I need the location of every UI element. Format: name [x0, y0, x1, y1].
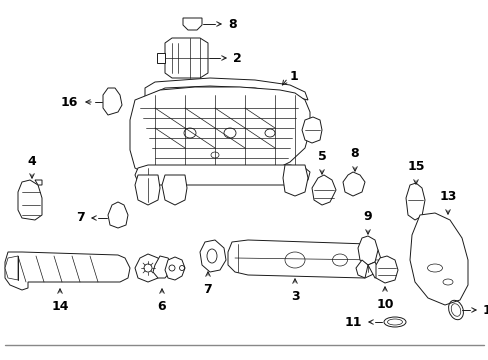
Polygon shape: [164, 38, 207, 78]
Polygon shape: [200, 240, 225, 272]
Text: 7: 7: [203, 283, 212, 296]
Polygon shape: [108, 202, 128, 228]
Polygon shape: [135, 175, 160, 205]
Polygon shape: [145, 78, 307, 102]
Polygon shape: [157, 53, 164, 63]
Text: 2: 2: [232, 51, 241, 64]
Text: 3: 3: [290, 290, 299, 303]
Polygon shape: [5, 256, 18, 280]
Text: 15: 15: [407, 160, 424, 173]
Polygon shape: [367, 262, 381, 278]
Polygon shape: [164, 257, 184, 280]
Polygon shape: [375, 256, 397, 283]
Polygon shape: [227, 240, 381, 278]
Text: 4: 4: [27, 155, 36, 168]
Polygon shape: [153, 256, 172, 278]
Text: 10: 10: [375, 298, 393, 311]
Text: 7: 7: [76, 211, 85, 225]
Text: 5: 5: [317, 150, 325, 163]
Text: 8: 8: [227, 18, 236, 31]
Polygon shape: [135, 165, 309, 185]
Polygon shape: [183, 18, 202, 30]
Text: 12: 12: [482, 303, 488, 316]
Polygon shape: [130, 87, 309, 178]
Polygon shape: [357, 236, 377, 265]
Polygon shape: [5, 252, 130, 290]
Text: 6: 6: [157, 300, 166, 313]
Text: 16: 16: [61, 95, 78, 108]
Polygon shape: [405, 183, 424, 220]
Text: 1: 1: [289, 69, 298, 82]
Polygon shape: [135, 254, 162, 282]
Text: 11: 11: [344, 315, 361, 328]
Text: 8: 8: [350, 147, 359, 160]
Polygon shape: [283, 165, 307, 196]
Text: 14: 14: [51, 300, 69, 313]
Polygon shape: [342, 172, 364, 196]
Polygon shape: [18, 180, 42, 220]
Polygon shape: [355, 260, 367, 278]
Text: 9: 9: [363, 210, 371, 223]
Polygon shape: [302, 117, 321, 143]
Polygon shape: [409, 213, 467, 305]
Polygon shape: [311, 175, 335, 205]
Polygon shape: [103, 88, 122, 115]
Polygon shape: [35, 180, 42, 185]
Text: 13: 13: [438, 190, 456, 203]
Polygon shape: [162, 175, 186, 205]
